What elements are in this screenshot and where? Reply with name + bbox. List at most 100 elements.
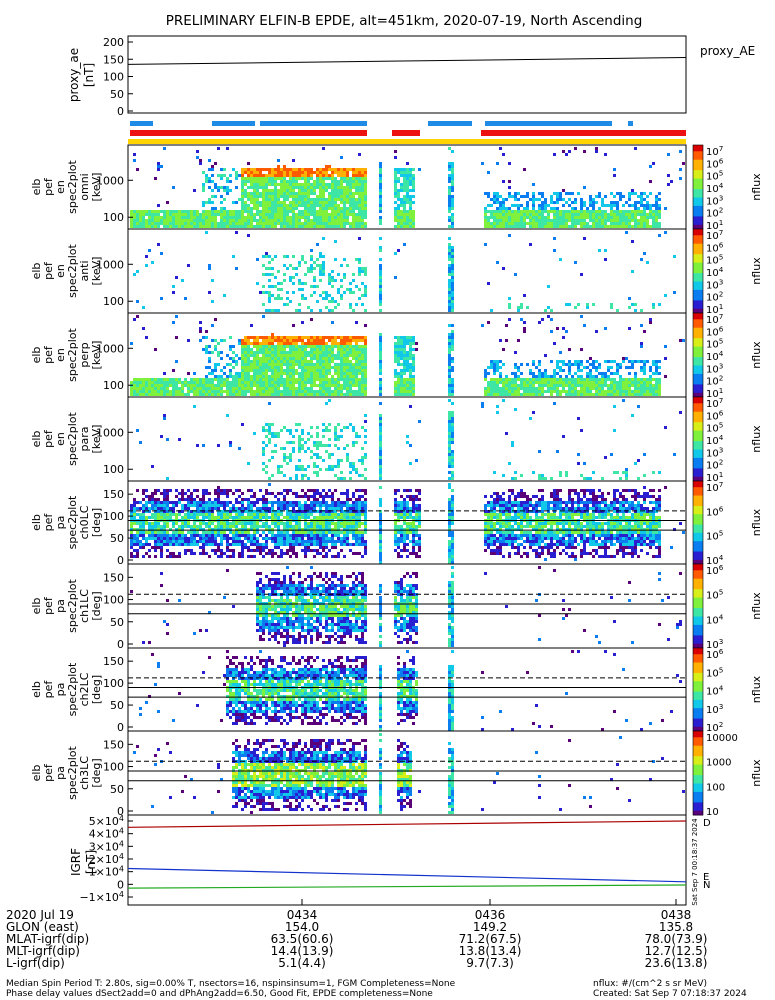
heat-cell — [310, 378, 313, 381]
heat-cell — [346, 426, 349, 429]
heat-cell — [544, 375, 547, 378]
heat-cell — [340, 366, 343, 369]
heat-cell — [136, 225, 139, 228]
heat-cell — [238, 381, 241, 384]
heat-cell — [130, 213, 133, 216]
heat-cell — [148, 225, 151, 228]
colorbar-segment — [693, 325, 703, 329]
heat-cell — [484, 375, 487, 378]
heat-cell — [241, 186, 244, 189]
heat-cell — [655, 198, 658, 201]
heat-cell — [511, 390, 514, 393]
heat-cell — [532, 378, 535, 381]
heat-cell — [154, 177, 157, 180]
heat-cell — [292, 276, 295, 279]
heat-cell — [169, 378, 172, 381]
heat-cell — [538, 387, 541, 390]
heat-cell — [154, 498, 157, 501]
heat-cell — [265, 252, 268, 255]
heat-cell — [265, 336, 268, 339]
heat-cell — [277, 213, 280, 216]
heat-cell — [655, 378, 658, 381]
heat-cell — [649, 390, 652, 393]
heat-cell — [580, 381, 583, 384]
heat-cell — [361, 267, 364, 270]
heat-cell — [292, 345, 295, 348]
heat-cell — [640, 309, 643, 312]
heat-cell — [379, 288, 382, 291]
heat-cell — [658, 204, 661, 207]
heat-cell — [511, 384, 514, 387]
heat-cell — [355, 372, 358, 375]
heat-cell — [277, 159, 280, 162]
colorbar-segment — [693, 256, 703, 259]
heat-cell — [283, 222, 286, 225]
colorbar-segment — [693, 210, 703, 213]
red-bar — [481, 130, 686, 136]
heat-cell — [337, 351, 340, 354]
heat-cell — [307, 204, 310, 207]
heat-cell — [298, 309, 301, 312]
heat-cell — [226, 219, 229, 222]
heat-cell — [142, 219, 145, 222]
heat-cell — [214, 393, 217, 396]
heat-cell — [493, 471, 496, 474]
heat-cell — [604, 258, 607, 261]
heat-cell — [652, 390, 655, 393]
colorbar-label: nflux — [750, 257, 763, 285]
heat-cell — [286, 207, 289, 210]
heat-cell — [178, 501, 181, 504]
heat-cell — [496, 393, 499, 396]
heat-cell — [598, 225, 601, 228]
heat-cell — [271, 267, 274, 270]
heat-cell — [343, 372, 346, 375]
heat-cell — [397, 177, 400, 180]
heat-cell — [361, 426, 364, 429]
heat-cell — [214, 162, 217, 165]
heat-cell — [571, 201, 574, 204]
heat-cell — [409, 366, 412, 369]
heat-cell — [451, 357, 454, 360]
heat-cell — [556, 195, 559, 198]
heat-cell — [193, 219, 196, 222]
heat-cell — [403, 198, 406, 201]
heat-cell — [319, 375, 322, 378]
heat-cell — [316, 243, 319, 246]
heat-cell — [310, 342, 313, 345]
heat-cell — [394, 174, 397, 177]
heat-cell — [493, 366, 496, 369]
heat-cell — [625, 216, 628, 219]
heat-cell — [160, 531, 163, 534]
heat-cell — [253, 351, 256, 354]
heat-cell — [223, 198, 226, 201]
heat-cell — [616, 213, 619, 216]
heat-cell — [217, 381, 220, 384]
heat-cell — [166, 549, 169, 552]
heat-cell — [637, 207, 640, 210]
heat-cell — [631, 384, 634, 387]
heat-cell — [142, 522, 145, 525]
heat-cell — [343, 273, 346, 276]
heat-cell — [328, 186, 331, 189]
heat-cell — [220, 351, 223, 354]
heat-cell — [148, 387, 151, 390]
heat-cell — [562, 384, 565, 387]
heat-cell — [628, 213, 631, 216]
heat-cell — [337, 390, 340, 393]
heat-cell — [628, 390, 631, 393]
heat-cell — [268, 183, 271, 186]
heat-cell — [271, 351, 274, 354]
heat-cell — [202, 378, 205, 381]
heat-cell — [271, 360, 274, 363]
heat-cell — [628, 222, 631, 225]
heat-cell — [646, 381, 649, 384]
heat-cell — [583, 324, 586, 327]
heat-cell — [304, 441, 307, 444]
heat-cell — [640, 201, 643, 204]
heat-cell — [322, 366, 325, 369]
heat-cell — [316, 441, 319, 444]
heat-cell — [274, 375, 277, 378]
heat-cell — [298, 174, 301, 177]
heat-cell — [340, 363, 343, 366]
heat-cell — [352, 201, 355, 204]
